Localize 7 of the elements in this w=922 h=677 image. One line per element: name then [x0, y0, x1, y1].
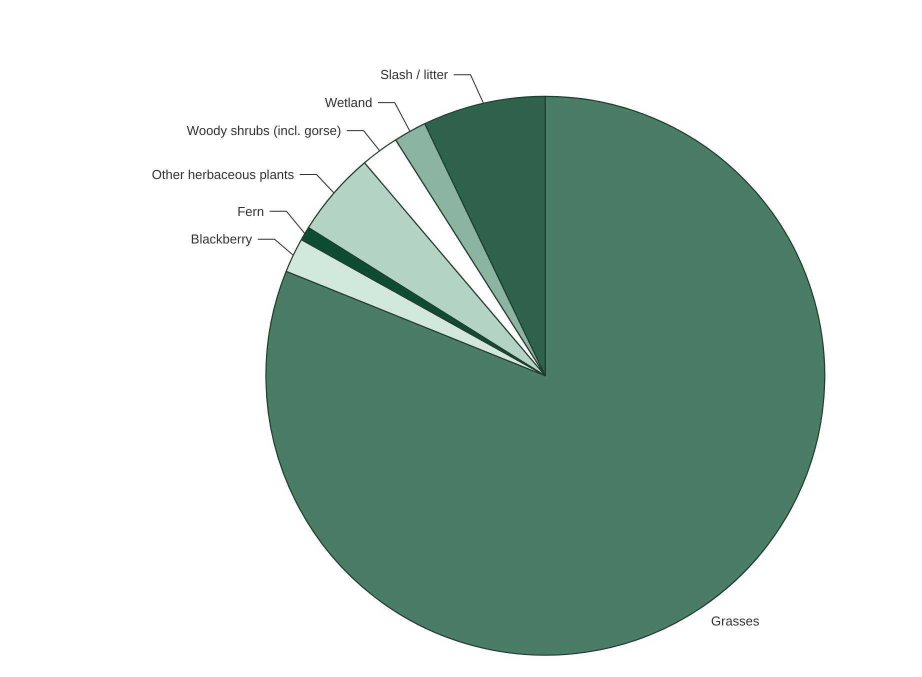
- slice-label: Slash / litter: [380, 67, 449, 82]
- slice-label: Fern: [237, 204, 264, 219]
- slice-label: Wetland: [324, 95, 372, 110]
- slice-label: Grasses: [711, 614, 760, 629]
- slice-label: Other herbaceous plants: [152, 166, 295, 182]
- slice-label: Woody shrubs (incl. gorse): [186, 123, 342, 138]
- slice-label: Blackberry: [190, 232, 253, 247]
